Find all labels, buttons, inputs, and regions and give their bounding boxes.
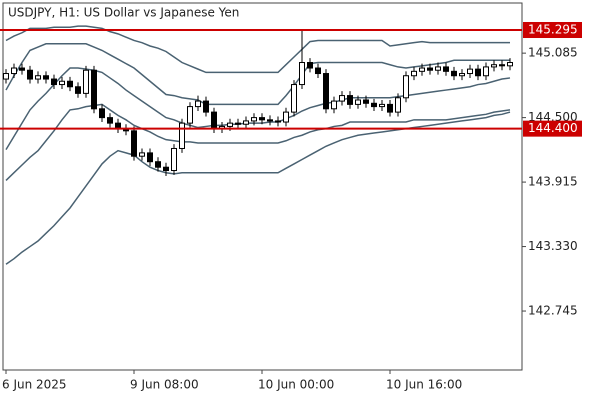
candle-body [363,99,369,104]
candle-body [395,97,401,113]
candle-body [83,69,89,94]
x-tick-label: 9 Jun 08:00 [130,378,199,392]
band-line [5,67,511,150]
candle-body [243,120,249,125]
candle-body [411,70,417,77]
candle-body [283,111,289,123]
candle-body [379,103,385,108]
x-tick-label: 10 Jun 16:00 [386,378,462,392]
candle-body [315,67,321,75]
candle-body [347,95,353,105]
candle-body [451,70,457,77]
band-line [5,43,510,106]
candle-body [307,62,313,69]
candle-body [43,75,49,80]
candle-body [11,67,17,75]
candle-body [427,67,433,71]
y-tick-label: 143.915 [528,175,578,189]
level-label-box [523,22,582,39]
candle-body [27,69,33,80]
candle-body [179,122,185,149]
candle-body [163,166,169,172]
candle-body [499,64,505,67]
y-tick-label: 143.330 [528,239,578,253]
candle-body [195,100,201,108]
candle-body [507,62,513,67]
candle-body [131,130,137,157]
candle-body [99,108,105,119]
chart-title: USDJPY, H1: US Dollar vs Japanese Yen [8,6,239,20]
candle-body [3,73,9,80]
plot-frame [2,2,523,371]
candle-body [147,152,153,163]
candle-body [51,78,57,86]
candle-body [299,62,305,86]
candle-body [59,80,65,86]
candle-body [467,68,473,75]
candle-body [403,75,409,99]
band-line [5,25,510,74]
candle-body [67,80,73,88]
candle-body [211,111,217,130]
candle-body [139,152,145,157]
candle-body [323,73,329,110]
candle-body [419,67,425,72]
candle-body [259,117,265,121]
candle-body [275,120,281,123]
candle-body [227,122,233,127]
candle-body [19,67,25,71]
candle-body [483,66,489,77]
candle-body [35,75,41,80]
candle-body [251,117,257,122]
candle-body [267,119,273,122]
candle-body [91,69,97,110]
y-tick-label: 145.085 [528,46,578,60]
candle-body [235,122,241,125]
candle-body [443,66,449,72]
candle-body [291,84,297,113]
level-label-box [523,120,582,137]
band-line [5,103,511,181]
candle-body [459,73,465,77]
y-tick-label: 142.745 [528,304,578,318]
candle-body [155,161,161,168]
level-label: 144.400 [528,121,578,135]
candle-body [387,103,393,113]
candle-body [107,117,113,124]
x-tick-label: 10 Jun 00:00 [258,378,334,392]
candle-body [339,95,345,102]
candle-body [491,64,497,68]
candle-body [371,102,377,108]
candle-body [171,147,177,172]
candle-body [187,106,193,124]
candle-body [435,66,441,71]
x-tick-label: 6 Jun 2025 [2,378,67,392]
candle-body [203,100,209,113]
band-line [5,111,511,265]
candle-body [75,86,81,94]
candle-body [331,100,337,110]
candle-body [475,68,481,77]
y-tick-label: 144.500 [528,110,578,124]
candle-body [355,99,361,105]
level-label: 145.295 [528,23,578,37]
